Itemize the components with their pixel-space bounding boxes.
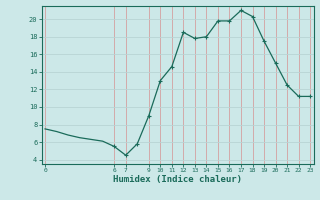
- X-axis label: Humidex (Indice chaleur): Humidex (Indice chaleur): [113, 175, 242, 184]
